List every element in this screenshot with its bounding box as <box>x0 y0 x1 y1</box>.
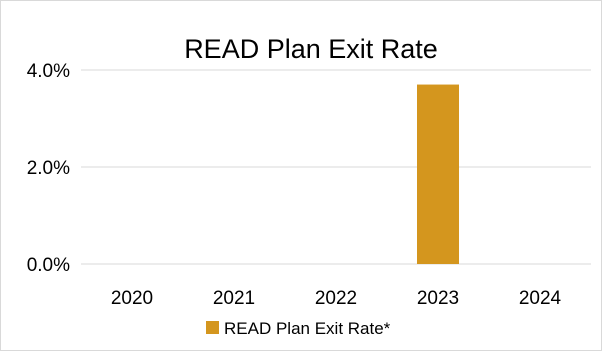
x-axis-ticks: 2020 2021 2022 2023 2024 <box>111 288 562 309</box>
y-axis-ticks: 0.0% 2.0% 4.0% <box>27 61 70 276</box>
y-tick-label: 4.0% <box>27 61 70 82</box>
bar-2023 <box>417 84 459 264</box>
y-tick-label: 2.0% <box>27 158 70 179</box>
legend: READ Plan Exit Rate* <box>206 319 391 338</box>
legend-label: READ Plan Exit Rate* <box>224 319 391 338</box>
legend-swatch <box>206 321 219 334</box>
x-tick-label: 2024 <box>519 288 562 309</box>
bars <box>417 84 459 264</box>
chart-title: READ Plan Exit Rate <box>184 34 438 64</box>
x-tick-label: 2021 <box>213 288 255 309</box>
x-tick-label: 2022 <box>315 288 357 309</box>
gridlines <box>81 69 591 265</box>
x-tick-label: 2020 <box>111 288 153 309</box>
y-tick-label: 0.0% <box>27 255 70 276</box>
x-tick-label: 2023 <box>417 288 459 309</box>
